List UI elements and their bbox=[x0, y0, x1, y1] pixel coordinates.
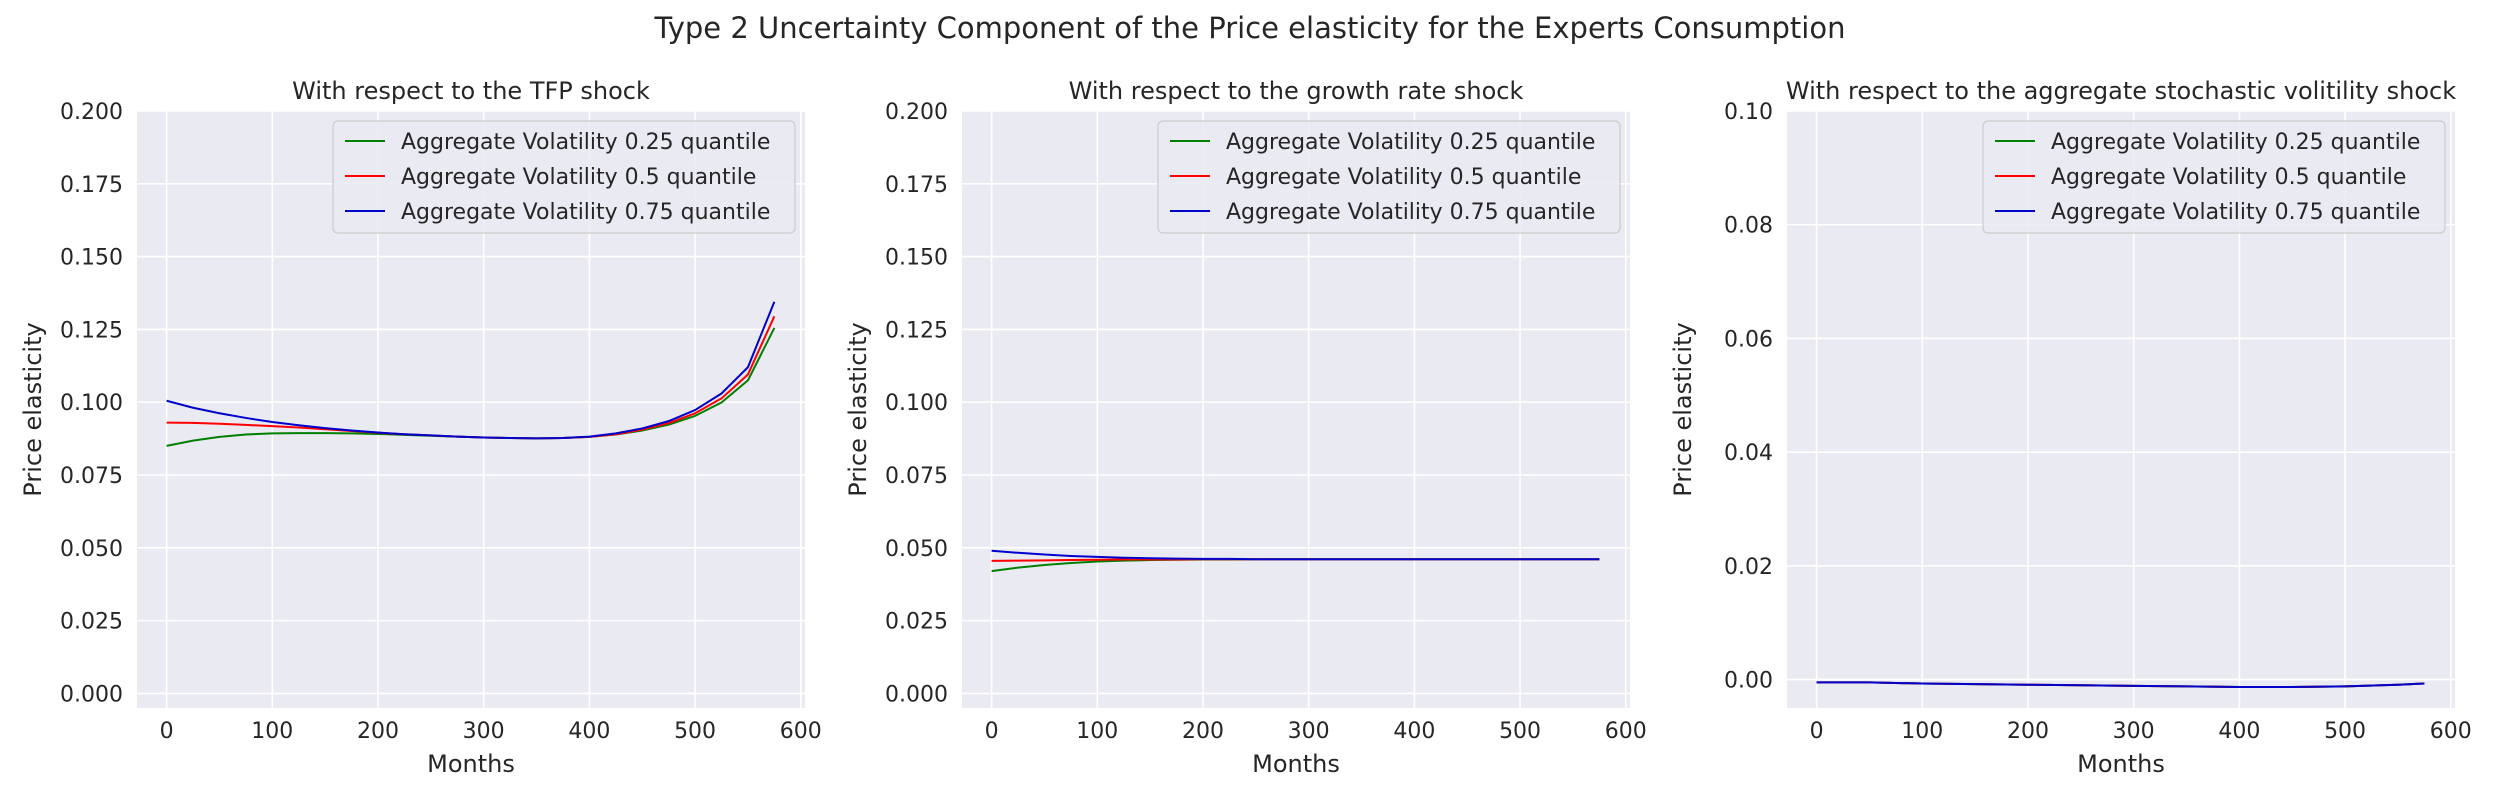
figure-title: Type 2 Uncertainty Component of the Pric… bbox=[654, 11, 1846, 45]
x-tick-label: 600 bbox=[2430, 719, 2472, 744]
y-tick-label: 0.025 bbox=[60, 610, 123, 635]
y-axis-label: Price elasticity bbox=[1669, 322, 1697, 496]
x-tick-label: 400 bbox=[568, 719, 610, 744]
y-tick-label: 0.02 bbox=[1724, 555, 1773, 580]
x-tick-label: 0 bbox=[160, 719, 174, 744]
x-tick-label: 500 bbox=[674, 719, 716, 744]
legend-box bbox=[332, 120, 796, 234]
x-tick-label: 200 bbox=[1182, 719, 1224, 744]
x-tick-label: 100 bbox=[1076, 719, 1118, 744]
y-tick-label: 0.025 bbox=[885, 610, 948, 635]
x-tick-label: 100 bbox=[1901, 719, 1943, 744]
x-tick-label: 600 bbox=[780, 719, 822, 744]
legend-box bbox=[1157, 120, 1621, 234]
panel-title: With respect to the TFP shock bbox=[292, 77, 650, 105]
y-tick-label: 0.06 bbox=[1724, 327, 1773, 352]
y-tick-label: 0.125 bbox=[885, 318, 948, 343]
y-tick-label: 0.10 bbox=[1724, 100, 1773, 125]
x-tick-label: 0 bbox=[1810, 719, 1824, 744]
y-tick-label: 0.150 bbox=[885, 246, 948, 271]
legend-label: Aggregate Volatility 0.75 quantile bbox=[2051, 200, 2420, 225]
y-tick-label: 0.150 bbox=[60, 246, 123, 271]
x-tick-label: 400 bbox=[2218, 719, 2260, 744]
x-tick-label: 500 bbox=[2324, 719, 2366, 744]
chart-panels: 0 100 200 300 400 500 6000.0000.0250.0500.0750… bbox=[19, 77, 2472, 778]
panel-title: With respect to the aggregate stochastic… bbox=[1786, 77, 2456, 105]
legend-label: Aggregate Volatility 0.5 quantile bbox=[401, 165, 756, 190]
legend-box bbox=[1982, 120, 2446, 234]
legend-label: Aggregate Volatility 0.25 quantile bbox=[1226, 130, 1595, 155]
y-tick-label: 0.200 bbox=[885, 100, 948, 125]
x-axis-label: Months bbox=[1252, 750, 1340, 778]
chart-panel-1: 0 100 200 300 400 500 600 0.000 0.025 0.050 0.075 0… bbox=[19, 77, 822, 778]
y-axis-label: Price elasticity bbox=[19, 322, 47, 496]
series-line-3 bbox=[166, 301, 776, 440]
chart-panel-3: 0 100 200 300 400 500 600 0.00 0.02 0.04 0.06 0.08 0… bbox=[1669, 77, 2472, 778]
y-tick-label: 0.175 bbox=[60, 173, 123, 198]
x-axis-label: Months bbox=[2077, 750, 2165, 778]
x-axis-label: Months bbox=[427, 750, 515, 778]
y-tick-label: 0.100 bbox=[60, 391, 123, 416]
legend: Aggregate Volatility 0.25 quantile Aggreg… bbox=[1157, 120, 1621, 234]
chart-panel-2: 0 100 200 300 400 500 600 0.000 0.025 0.050 0.075 0… bbox=[844, 77, 1647, 778]
legend-label: Aggregate Volatility 0.25 quantile bbox=[401, 130, 770, 155]
y-tick-label: 0.000 bbox=[885, 682, 948, 707]
x-tick-label: 200 bbox=[357, 719, 399, 744]
y-tick-label: 0.175 bbox=[885, 173, 948, 198]
x-tick-label: 100 bbox=[251, 719, 293, 744]
x-tick-label: 200 bbox=[2007, 719, 2049, 744]
y-tick-label: 0.200 bbox=[60, 100, 123, 125]
y-tick-label: 0.125 bbox=[60, 318, 123, 343]
legend-label: Aggregate Volatility 0.75 quantile bbox=[401, 200, 770, 225]
y-tick-label: 0.00 bbox=[1724, 669, 1773, 694]
legend: Aggregate Volatility 0.25 quantile Aggreg… bbox=[332, 120, 796, 234]
x-tick-label: 400 bbox=[1393, 719, 1435, 744]
y-tick-label: 0.050 bbox=[885, 537, 948, 562]
y-tick-label: 0.08 bbox=[1724, 214, 1773, 239]
x-tick-label: 300 bbox=[1288, 719, 1330, 744]
y-tick-label: 0.050 bbox=[60, 537, 123, 562]
legend-label: Aggregate Volatility 0.5 quantile bbox=[1226, 165, 1581, 190]
legend-label: Aggregate Volatility 0.75 quantile bbox=[1226, 200, 1595, 225]
y-tick-label: 0.04 bbox=[1724, 441, 1773, 466]
x-tick-label: 300 bbox=[2113, 719, 2155, 744]
legend-label: Aggregate Volatility 0.25 quantile bbox=[2051, 130, 2420, 155]
x-tick-label: 0 bbox=[985, 719, 999, 744]
y-tick-label: 0.075 bbox=[60, 464, 123, 489]
x-tick-label: 500 bbox=[1499, 719, 1541, 744]
y-tick-label: 0.000 bbox=[60, 682, 123, 707]
y-tick-label: 0.075 bbox=[885, 464, 948, 489]
x-tick-label: 600 bbox=[1605, 719, 1647, 744]
legend: Aggregate Volatility 0.25 quantile Aggreg… bbox=[1982, 120, 2446, 234]
y-tick-label: 0.100 bbox=[885, 391, 948, 416]
x-tick-label: 300 bbox=[463, 719, 505, 744]
series-line-3 bbox=[991, 549, 1600, 561]
legend-label: Aggregate Volatility 0.5 quantile bbox=[2051, 165, 2406, 190]
y-axis-label: Price elasticity bbox=[844, 322, 872, 496]
panel-title: With respect to the growth rate shock bbox=[1069, 77, 1524, 105]
series-line-3 bbox=[1816, 681, 2425, 688]
